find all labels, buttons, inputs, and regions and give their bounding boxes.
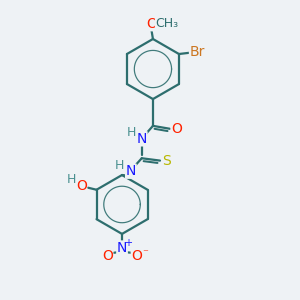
Text: Br: Br xyxy=(190,45,205,59)
Text: O: O xyxy=(76,179,87,193)
Text: +: + xyxy=(124,238,133,248)
Text: N: N xyxy=(117,241,127,255)
Text: CH₃: CH₃ xyxy=(155,17,178,30)
Text: H: H xyxy=(67,173,76,186)
Text: H: H xyxy=(115,159,124,172)
Text: N: N xyxy=(126,164,136,178)
Text: O: O xyxy=(146,17,157,31)
Text: N: N xyxy=(136,132,147,146)
Text: H: H xyxy=(127,126,136,139)
Text: ⁻: ⁻ xyxy=(142,248,148,258)
Text: O: O xyxy=(171,122,182,136)
Text: O: O xyxy=(102,249,113,263)
Text: S: S xyxy=(162,154,171,168)
Text: O: O xyxy=(131,249,142,263)
